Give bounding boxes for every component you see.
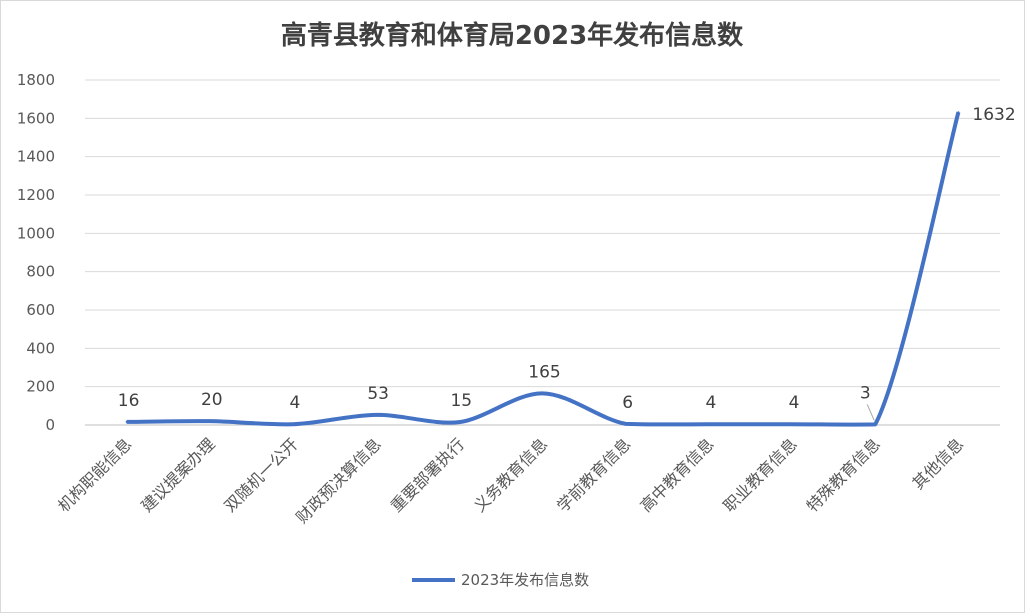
- data-point: [375, 413, 378, 416]
- x-tick-label: 特殊教育信息: [803, 434, 884, 515]
- y-tick-label: 0: [45, 416, 55, 434]
- x-tick-label: 重要部署执行: [387, 434, 468, 515]
- y-tick-label: 400: [26, 339, 55, 357]
- data-point: [208, 420, 211, 423]
- x-tick-label: 双随机一公开: [220, 434, 301, 515]
- data-point: [291, 423, 294, 426]
- data-label: 3: [860, 383, 871, 403]
- data-label: 15: [450, 391, 472, 411]
- data-label: 1632: [972, 105, 1015, 125]
- x-tick-label: 义务教育信息: [470, 434, 551, 515]
- x-tick-label: 职业教育信息: [720, 434, 801, 515]
- data-point: [791, 423, 794, 426]
- data-label: 20: [201, 390, 223, 410]
- y-tick-label: 200: [26, 378, 55, 396]
- y-axis: 0 200 400 600 800 1000 1200 1400 1600 1800: [17, 71, 55, 434]
- data-point: [874, 423, 877, 426]
- data-label: 16: [118, 391, 140, 411]
- x-tick-label: 建议提案办理: [137, 434, 218, 515]
- data-point: [541, 392, 544, 395]
- x-tick-label: 机构职能信息: [54, 434, 135, 515]
- y-tick-label: 600: [26, 301, 55, 319]
- y-tick-label: 1800: [17, 71, 55, 89]
- y-tick-label: 1000: [17, 224, 55, 242]
- data-point: [125, 420, 128, 423]
- data-label: 4: [290, 393, 301, 413]
- x-tick-label: 其他信息: [909, 434, 968, 493]
- data-point: [624, 422, 627, 425]
- x-tick-label: 高中教育信息: [636, 434, 717, 515]
- legend-label: 2023年发布信息数: [461, 571, 589, 589]
- data-label: 165: [528, 362, 560, 382]
- data-point: [707, 423, 710, 426]
- y-tick-label: 1600: [17, 109, 55, 127]
- legend: 2023年发布信息数: [412, 571, 589, 589]
- chart-title: 高青县教育和体育局2023年发布信息数: [281, 20, 744, 51]
- leader-line: [866, 404, 875, 421]
- y-tick-label: 1200: [17, 186, 55, 204]
- data-point: [957, 111, 960, 114]
- x-tick-label: 学前教育信息: [553, 434, 634, 515]
- x-tick-label: 财政预决算信息: [292, 434, 385, 527]
- data-point: [458, 421, 461, 424]
- y-tick-label: 800: [26, 263, 55, 281]
- data-label: 6: [622, 393, 633, 413]
- y-tick-label: 1400: [17, 148, 55, 166]
- data-label: 4: [789, 393, 800, 413]
- data-label: 53: [367, 384, 389, 404]
- data-labels: 16 20 4 53 15 165 6 4 4 3 1632: [118, 105, 1016, 426]
- data-label: 4: [705, 393, 716, 413]
